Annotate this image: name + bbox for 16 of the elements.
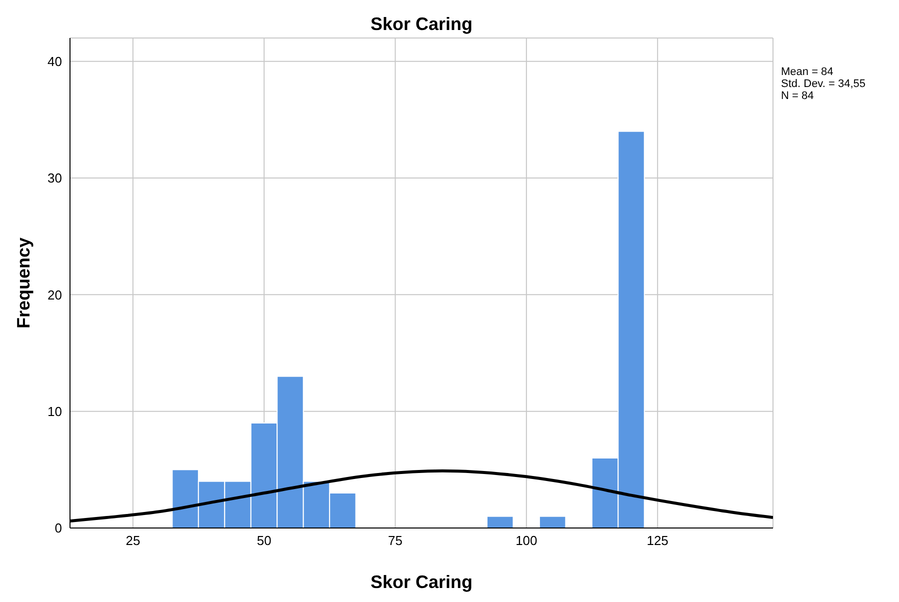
y-tick-label: 0 [54, 520, 62, 536]
x-tick-label: 100 [516, 533, 538, 548]
x-axis-title: Skor Caring [370, 572, 473, 592]
x-tick-label: 50 [256, 533, 272, 548]
x-tick-label: 125 [646, 533, 668, 548]
y-axis-title: Frequency [13, 237, 34, 329]
x-tick-label: 25 [126, 533, 140, 548]
text: Mean = 84 [781, 66, 834, 78]
y-tick-label: 40 [48, 54, 62, 69]
x-tick-label: 75 [388, 533, 403, 548]
y-tick-label: 30 [48, 170, 62, 186]
y-tick-label: 20 [48, 287, 62, 302]
chart-title: Skor Caring [369, 14, 474, 35]
text: Std. Dev. = 34,55 [781, 78, 866, 90]
text: N = 84 [781, 90, 815, 102]
y-tick-label: 10 [48, 404, 62, 419]
